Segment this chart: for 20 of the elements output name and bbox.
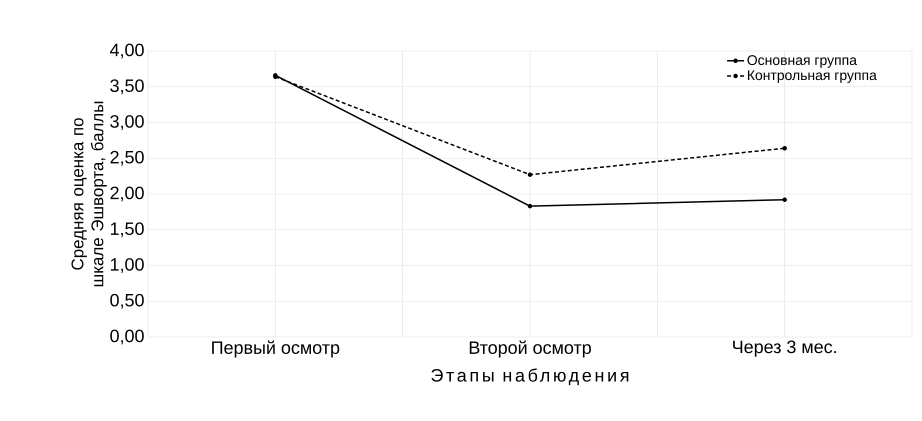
point <box>782 146 787 150</box>
y-tick-label: 2,50 <box>110 150 144 166</box>
y-tick-label: 1,50 <box>110 222 144 238</box>
x-tick-label: Первый осмотр <box>212 340 340 358</box>
y-tick-label: 0,50 <box>110 294 144 309</box>
y-tick-label: 2,00 <box>110 186 144 202</box>
x-tick-label: Через 3 мес. <box>733 340 836 357</box>
point <box>782 197 787 202</box>
y-tick-label: 0,00 <box>110 330 144 344</box>
point <box>528 204 532 208</box>
y-axis-title: Средняя оценка по шкале Эшворта, баллы <box>71 102 107 286</box>
y-tick-label: 3,50 <box>110 79 144 94</box>
y-tick-label: 4,00 <box>110 44 144 58</box>
legend-label: Контрольная группа <box>748 70 877 83</box>
x-axis-title: Этапы наблюдения <box>431 368 628 386</box>
x-tick-label: Второй осмотр <box>470 340 591 358</box>
y-tick-label: 1,00 <box>110 258 144 273</box>
legend-label: Основная группа <box>747 55 857 68</box>
y-tick-label: 3,00 <box>110 115 144 130</box>
point <box>528 172 532 177</box>
